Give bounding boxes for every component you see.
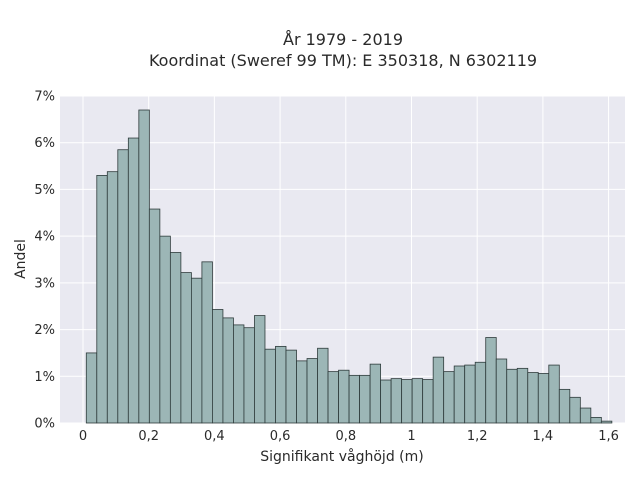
histogram-bar (422, 379, 434, 424)
histogram-bar (380, 379, 392, 424)
x-axis-label: Signifikant våghöjd (m) (260, 448, 423, 465)
histogram-bar (201, 261, 213, 424)
x-tick-label: 0,2 (138, 429, 159, 444)
histogram-bar (432, 356, 445, 424)
chart-title-coordinate: Koordinat (Sweref 99 TM): E 350318, N 63… (149, 51, 537, 70)
histogram-bar (443, 371, 455, 424)
chart-title-years: År 1979 - 2019 (283, 30, 403, 49)
y-tick-label: 1% (34, 370, 55, 385)
histogram-bar (159, 235, 171, 424)
histogram-bar (85, 352, 98, 424)
x-tick-label: 1,4 (533, 429, 554, 444)
y-axis-label: Andel (13, 239, 29, 279)
histogram-bar (516, 367, 529, 424)
histogram-bar (243, 327, 255, 424)
x-tick-label: 0,8 (335, 429, 356, 444)
y-tick-label: 6% (34, 136, 55, 151)
histogram-bar (222, 317, 234, 424)
x-tick-label: 0,4 (204, 429, 225, 444)
histogram-bar (117, 149, 129, 424)
x-tick-label: 0,6 (270, 429, 291, 444)
histogram-bar (411, 378, 424, 424)
histogram-bar (401, 379, 413, 424)
y-tick-label: 0% (34, 417, 55, 432)
histogram-bar (369, 363, 382, 424)
histogram-bar (275, 345, 287, 424)
histogram-bar (212, 309, 224, 424)
histogram-bar (474, 361, 487, 424)
histogram-bar (537, 373, 550, 424)
histogram-bar (348, 374, 360, 424)
x-tick-label: 1 (407, 429, 415, 444)
histogram-bar (579, 407, 592, 424)
histogram-bar (127, 137, 140, 424)
histogram-bar (338, 369, 350, 424)
y-tick-label: 3% (34, 276, 55, 291)
histogram-bar (106, 171, 119, 424)
histogram-bar (327, 371, 339, 424)
y-tick-label: 2% (34, 323, 55, 338)
histogram-bar (506, 368, 518, 424)
histogram-bar (264, 348, 276, 424)
histogram-bar (485, 337, 497, 424)
histogram-bar (285, 349, 297, 424)
histogram-bar (558, 388, 571, 424)
y-tick-label: 4% (34, 230, 55, 245)
histogram-bar (306, 358, 318, 424)
histogram-bar (453, 365, 466, 424)
histogram-bar (233, 324, 245, 424)
histogram-bar (569, 396, 581, 424)
histogram-bar (190, 277, 203, 424)
histogram-bar (495, 358, 508, 424)
histogram-bar (169, 252, 182, 424)
histogram-bar (96, 175, 108, 424)
histogram-bars (85, 109, 613, 424)
histogram-bar (317, 347, 329, 424)
y-tick-label: 5% (34, 183, 55, 198)
histogram-bar (590, 416, 602, 424)
histogram-bar (548, 364, 560, 424)
histogram-bar (296, 360, 308, 424)
histogram-bar (254, 315, 266, 424)
x-tick-label: 1,2 (467, 429, 488, 444)
histogram-bar (527, 372, 539, 424)
y-tick-label: 7% (34, 90, 55, 105)
histogram-bar (359, 374, 371, 424)
x-axis-ticks: 0 0,2 0,4 0,6 0,8 1 1,2 1,4 1,6 (79, 429, 619, 444)
x-tick-label: 0 (79, 429, 87, 444)
y-axis-ticks: 0% 1% 2% 3% 4% 5% 6% 7% (34, 90, 55, 432)
histogram-bar (180, 272, 192, 424)
histogram-bar (600, 420, 613, 424)
histogram-bar (138, 109, 150, 424)
histogram-bar (390, 378, 403, 424)
x-tick-label: 1,6 (598, 429, 619, 444)
histogram-bar (148, 208, 161, 424)
histogram-bar (464, 364, 476, 424)
